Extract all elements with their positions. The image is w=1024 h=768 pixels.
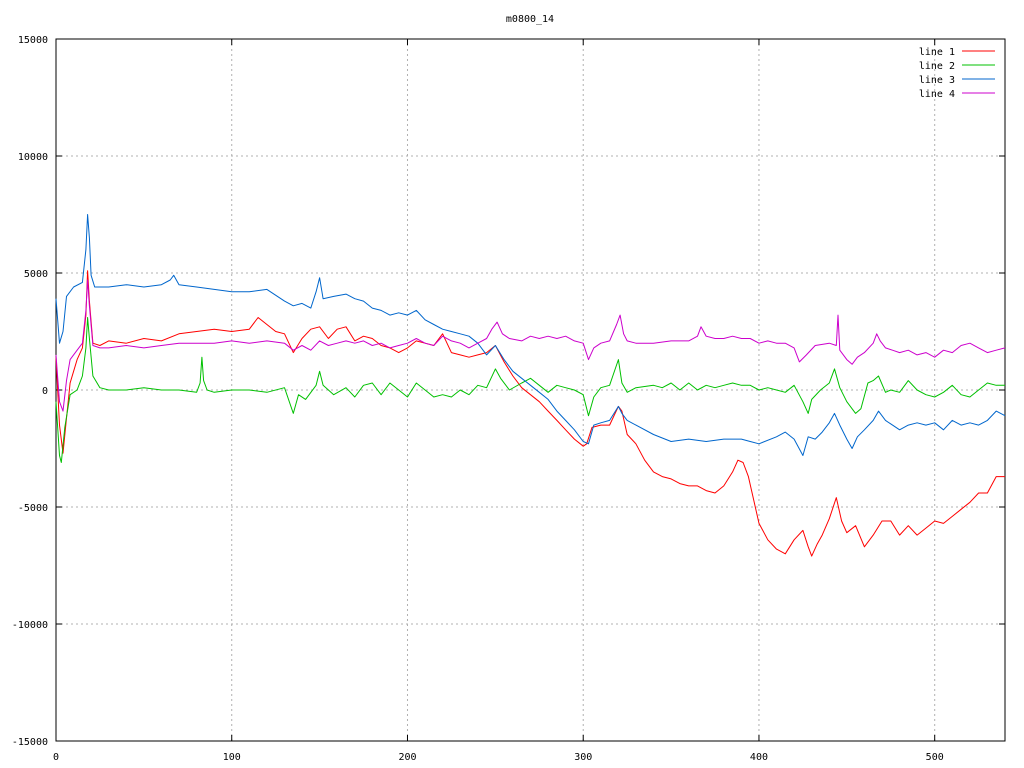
y-tick-label: -15000 <box>12 737 48 748</box>
x-tick-label: 500 <box>926 752 944 763</box>
legend-label-3: line 3 <box>919 75 955 86</box>
grid-lines <box>56 39 1005 741</box>
y-tick-label: 5000 <box>24 269 48 280</box>
y-tick-label: -10000 <box>12 620 48 631</box>
legend-label-2: line 2 <box>919 61 955 72</box>
series-line-1 <box>55 270 1005 557</box>
y-tick-label: 0 <box>42 386 48 397</box>
series-line-4 <box>55 279 1006 412</box>
chart-title: m0800_14 <box>506 14 554 25</box>
y-tick-label: 10000 <box>18 152 48 163</box>
legend-label-1: line 1 <box>919 47 955 58</box>
axes: 0 100 200 300 400 500 -15000 -10000 -5000 0 5000 10… <box>12 35 1006 763</box>
series-line-3 <box>55 214 1006 456</box>
x-tick-label: 400 <box>750 752 768 763</box>
data-series <box>55 214 1006 557</box>
x-tick-label: 100 <box>223 752 241 763</box>
x-tick-label: 0 <box>53 752 59 763</box>
x-tick-label: 200 <box>398 752 416 763</box>
x-tick-label: 300 <box>574 752 592 763</box>
legend: line 1 line 2 line 3 line 4 <box>919 47 995 100</box>
y-tick-label: 15000 <box>18 35 48 46</box>
legend-label-4: line 4 <box>919 89 955 100</box>
y-tick-label: -5000 <box>18 503 48 514</box>
series-line-2 <box>55 317 1005 463</box>
